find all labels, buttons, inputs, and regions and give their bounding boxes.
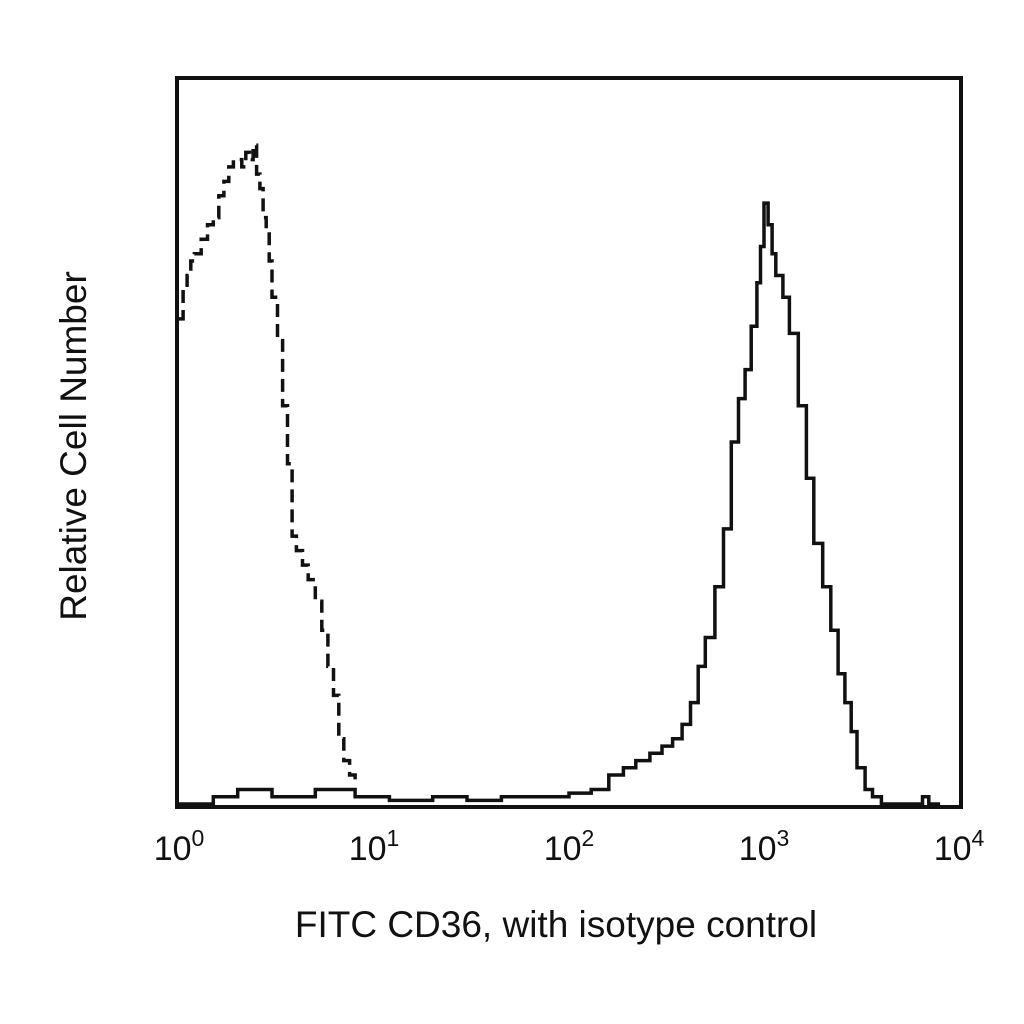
x-tick-base: 10	[349, 830, 387, 868]
x-tick-label: 101	[349, 825, 400, 868]
isotype-control-series-line	[179, 143, 357, 783]
x-tick-exponent: 4	[972, 825, 985, 851]
x-tick-exponent: 1	[387, 825, 400, 851]
x-tick-exponent: 3	[777, 825, 790, 851]
y-axis-title: Relative Cell Number	[53, 271, 94, 621]
series-layer	[179, 143, 941, 806]
x-tick-labels: 100 101 102 103 104	[154, 825, 985, 868]
x-tick-label: 102	[544, 825, 595, 868]
x-axis-title: FITC CD36, with isotype control	[295, 904, 817, 945]
x-tick-label: 103	[739, 825, 790, 868]
x-tick-exponent: 2	[582, 825, 595, 851]
x-tick-base: 10	[739, 830, 777, 868]
x-tick-base: 10	[934, 830, 972, 868]
x-tick-base: 10	[544, 830, 582, 868]
x-tick-exponent: 0	[192, 825, 205, 851]
plot-frame	[175, 76, 963, 809]
cd36-series-line	[179, 201, 941, 806]
x-tick-label: 104	[934, 825, 985, 868]
x-tick-base: 10	[154, 830, 192, 868]
x-tick-label: 100	[154, 825, 205, 868]
